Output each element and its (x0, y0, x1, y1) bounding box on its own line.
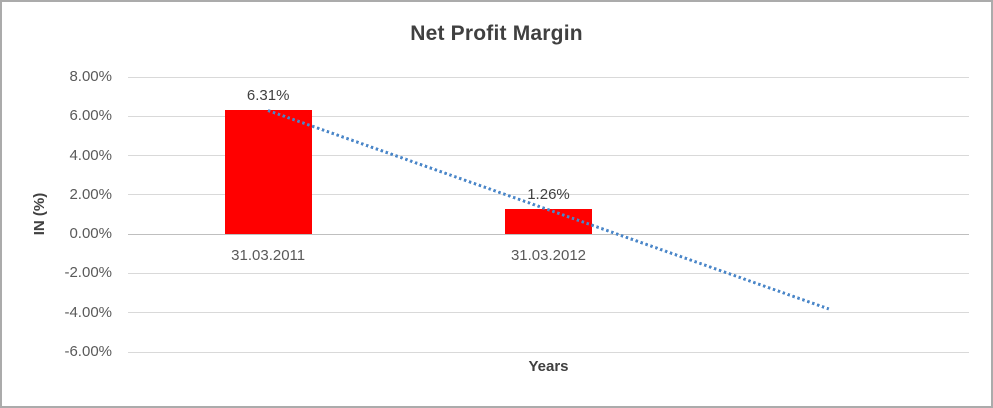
y-axis-tick-label: 0.00% (69, 225, 112, 243)
x-axis-title: Years (528, 358, 569, 375)
bar-31.03.2012 (505, 209, 592, 235)
gridline (128, 272, 969, 274)
y-axis-tick-label: 6.00% (69, 107, 112, 125)
category-label: 31.03.2012 (510, 247, 587, 265)
gridline (128, 351, 969, 353)
y-axis-tick-label: -2.00% (64, 264, 112, 282)
y-axis-tick-label: 2.00% (69, 185, 112, 203)
category-label: 31.03.2011 (231, 247, 306, 265)
zero-axis-line (128, 233, 969, 235)
bar-data-label: 6.31% (246, 87, 290, 105)
bar-31.03.2011 (224, 110, 312, 235)
y-axis-tick-label: -4.00% (64, 303, 112, 321)
y-axis-title: IN (%) (31, 192, 48, 236)
gridline (128, 76, 969, 78)
y-axis-tick-label: -6.00% (64, 343, 112, 360)
y-axis-tick-label: 4.00% (69, 146, 112, 164)
gridline (128, 194, 969, 196)
gridline (128, 115, 969, 117)
bar-data-label: 1.26% (527, 186, 570, 204)
trendline-dotted (267, 109, 830, 310)
gridline (128, 155, 969, 157)
gridline (128, 312, 969, 314)
y-axis-tick-label: 8.00% (69, 68, 112, 85)
chart-title: Net Profit Margin (410, 22, 583, 45)
